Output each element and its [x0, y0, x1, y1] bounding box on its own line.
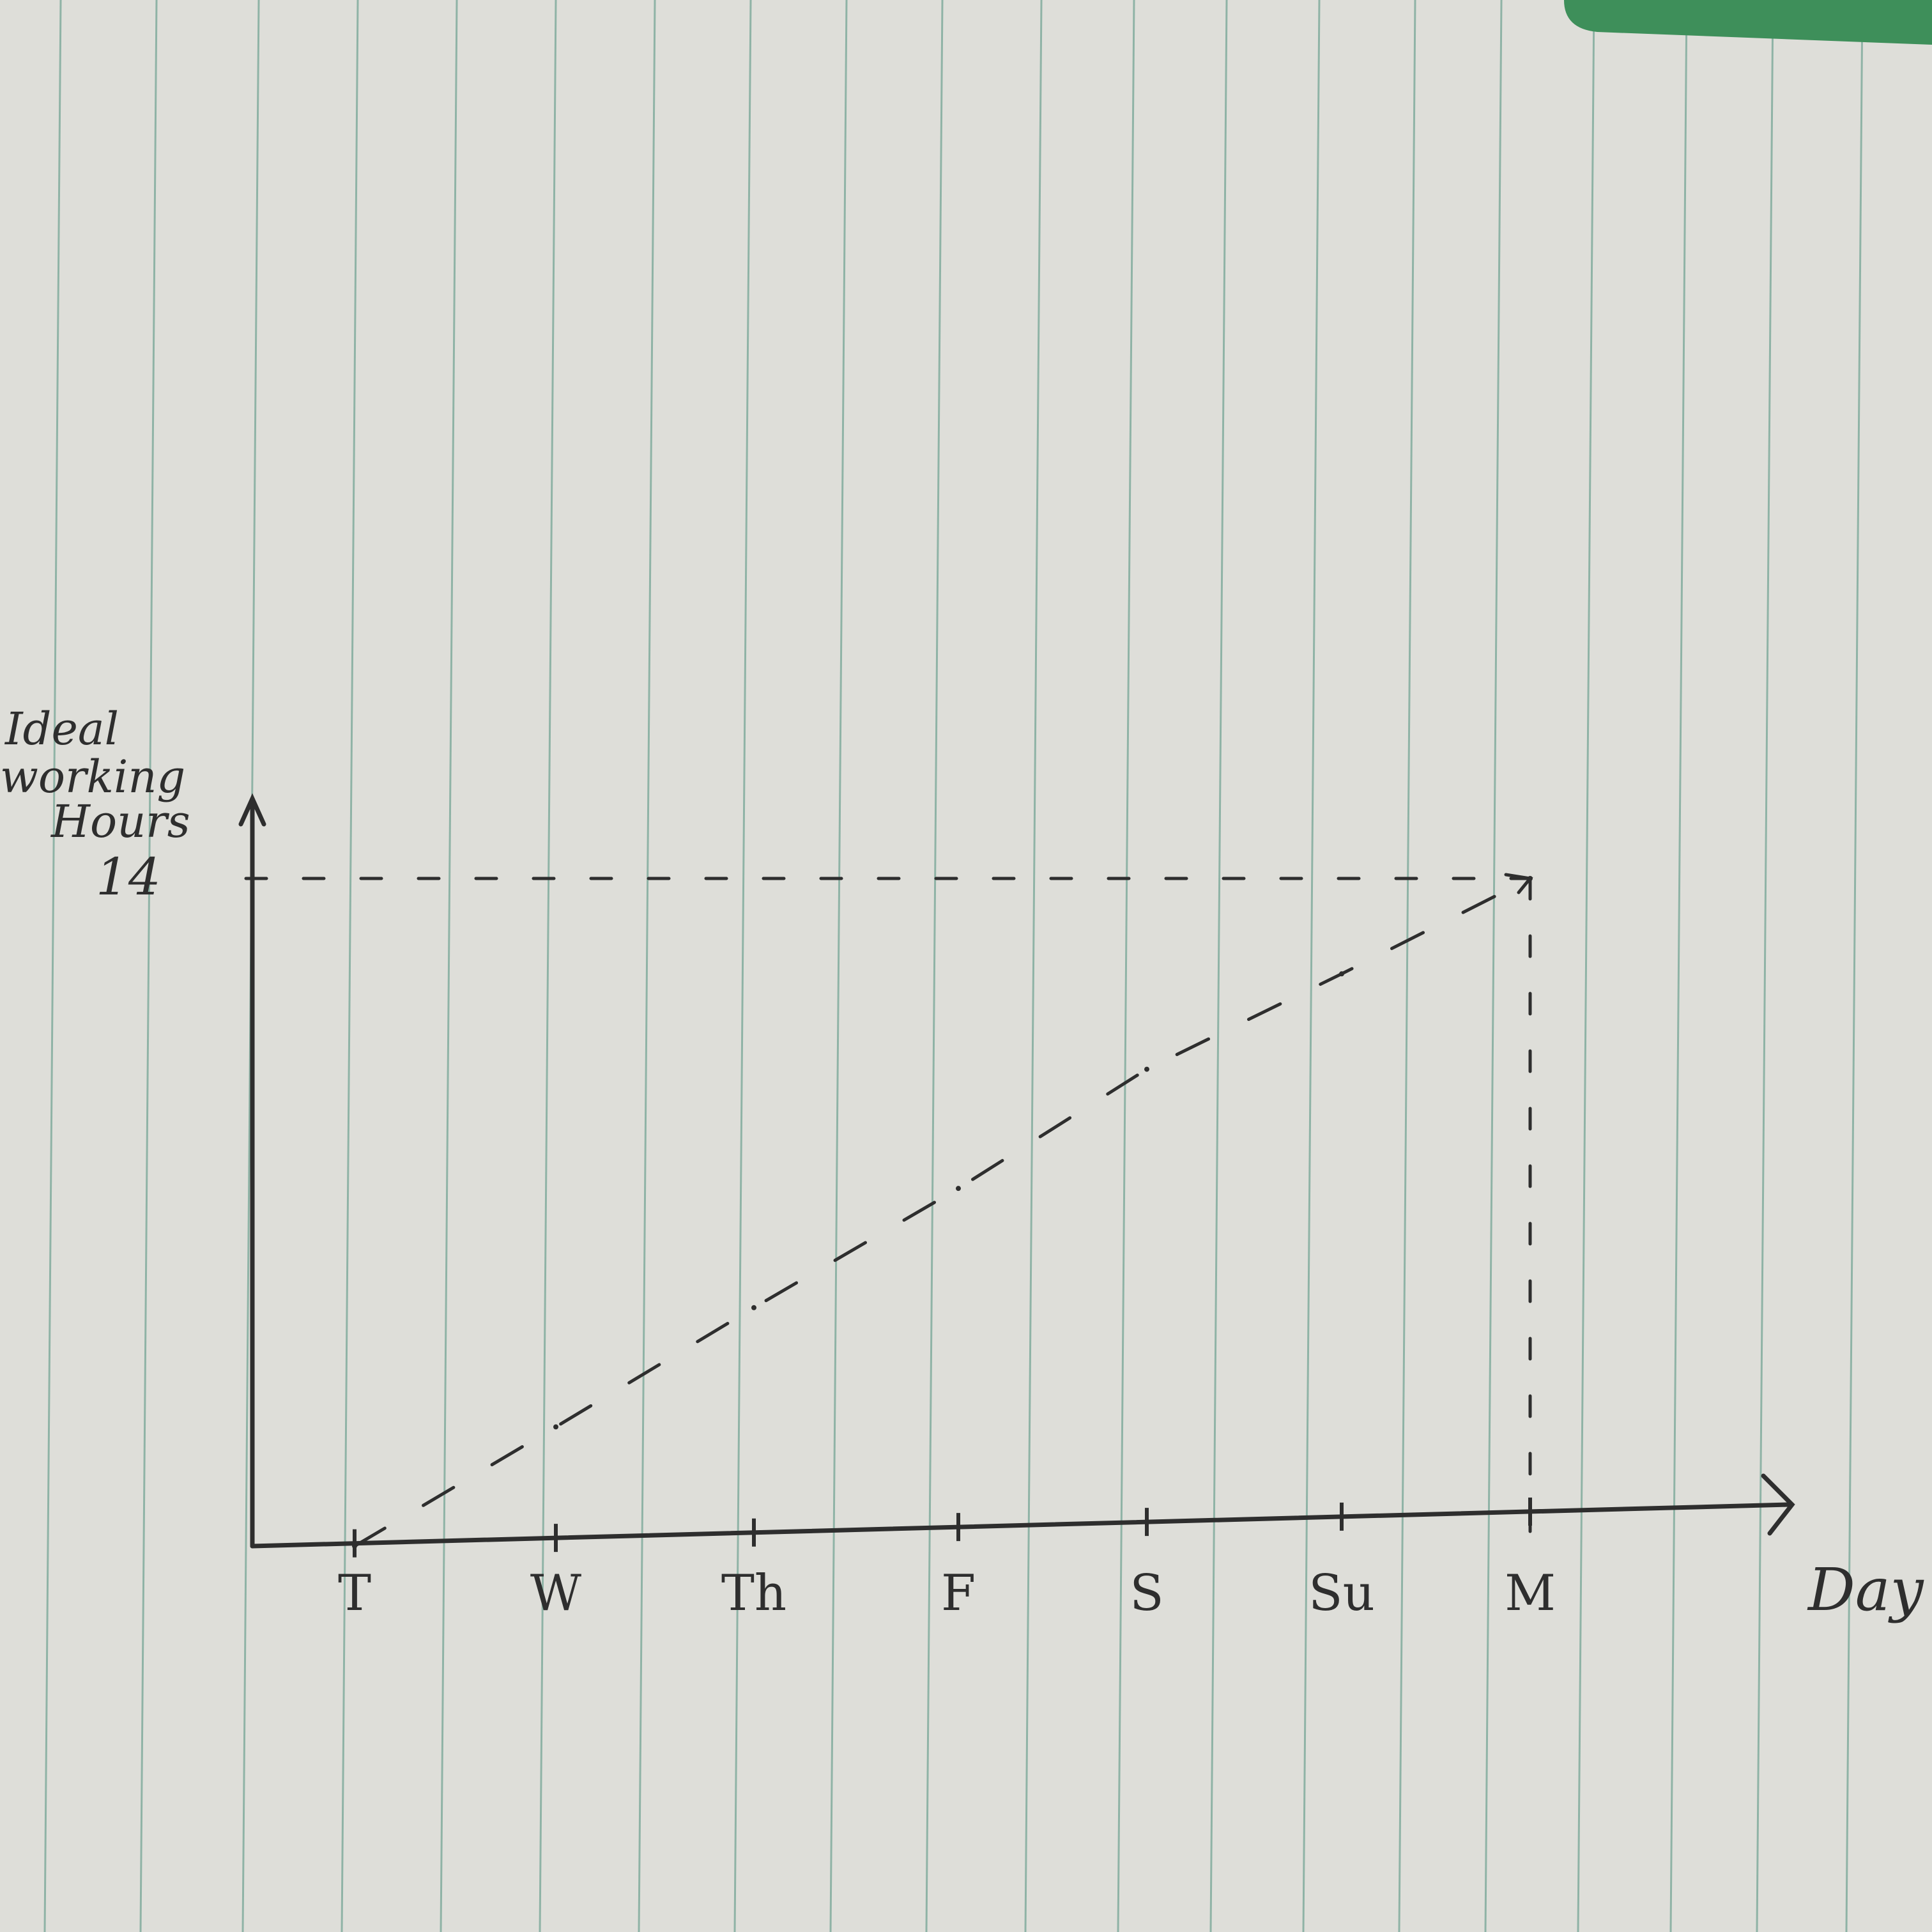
- x-axis-line: [250, 1473, 1795, 1549]
- x-tick-label-Su: Su: [1308, 1565, 1375, 1622]
- data-point-S: [1144, 1066, 1149, 1072]
- x-axis-label: Day: [1807, 1556, 1924, 1624]
- rule-line: [1398, 0, 1416, 1932]
- data-point-Su: [1339, 971, 1344, 977]
- y-tick-label-14: 14: [96, 847, 161, 907]
- green-tab: [1564, 0, 1932, 45]
- x-tick-labels: T W Th F S Su M: [338, 1565, 1556, 1622]
- rule-line: [1484, 0, 1503, 1932]
- rule-line: [1577, 0, 1595, 1932]
- rule-line: [341, 0, 359, 1932]
- x-ticks: [353, 1497, 1532, 1558]
- rule-line: [43, 0, 62, 1932]
- rule-line: [440, 0, 458, 1932]
- rule-line: [1209, 0, 1228, 1932]
- rule-line: [925, 0, 944, 1932]
- x-tick-label-T: T: [338, 1565, 371, 1622]
- rule-line: [1117, 0, 1135, 1932]
- y-axis-line: [238, 793, 266, 1549]
- rule-line: [139, 0, 158, 1932]
- rule-line: [1669, 0, 1688, 1932]
- rule-line: [1024, 0, 1043, 1932]
- data-point-F: [956, 1186, 961, 1192]
- y-axis-label-line-1: Ideal: [4, 703, 119, 755]
- reference-lines: [244, 877, 1532, 1535]
- x-tick-label-S: S: [1130, 1565, 1163, 1622]
- rule-line: [829, 0, 848, 1932]
- burndown-chart: Ideal working Hours 14 T W Th F S Su M Day: [0, 703, 1924, 1624]
- notebook-rules: [43, 0, 1864, 1932]
- rule-line: [1756, 0, 1774, 1932]
- x-tick-label-M: M: [1505, 1565, 1556, 1622]
- x-tick-label-W: W: [530, 1565, 581, 1622]
- series-arrowhead: [1504, 873, 1533, 894]
- rule-line: [1845, 0, 1864, 1932]
- data-point-Th: [751, 1305, 756, 1310]
- x-tick-label-Th: Th: [721, 1565, 786, 1622]
- rule-line: [733, 0, 752, 1932]
- y-axis-label-line-2: working: [0, 751, 185, 803]
- rule-line: [1302, 0, 1321, 1932]
- data-point-W: [553, 1424, 558, 1430]
- axes: [238, 793, 1795, 1549]
- y-axis-label: Ideal working Hours: [0, 703, 190, 848]
- y-axis-label-line-3: Hours: [50, 795, 190, 848]
- rule-line: [539, 0, 557, 1932]
- rule-line: [638, 0, 656, 1932]
- x-tick-label-F: F: [941, 1565, 976, 1622]
